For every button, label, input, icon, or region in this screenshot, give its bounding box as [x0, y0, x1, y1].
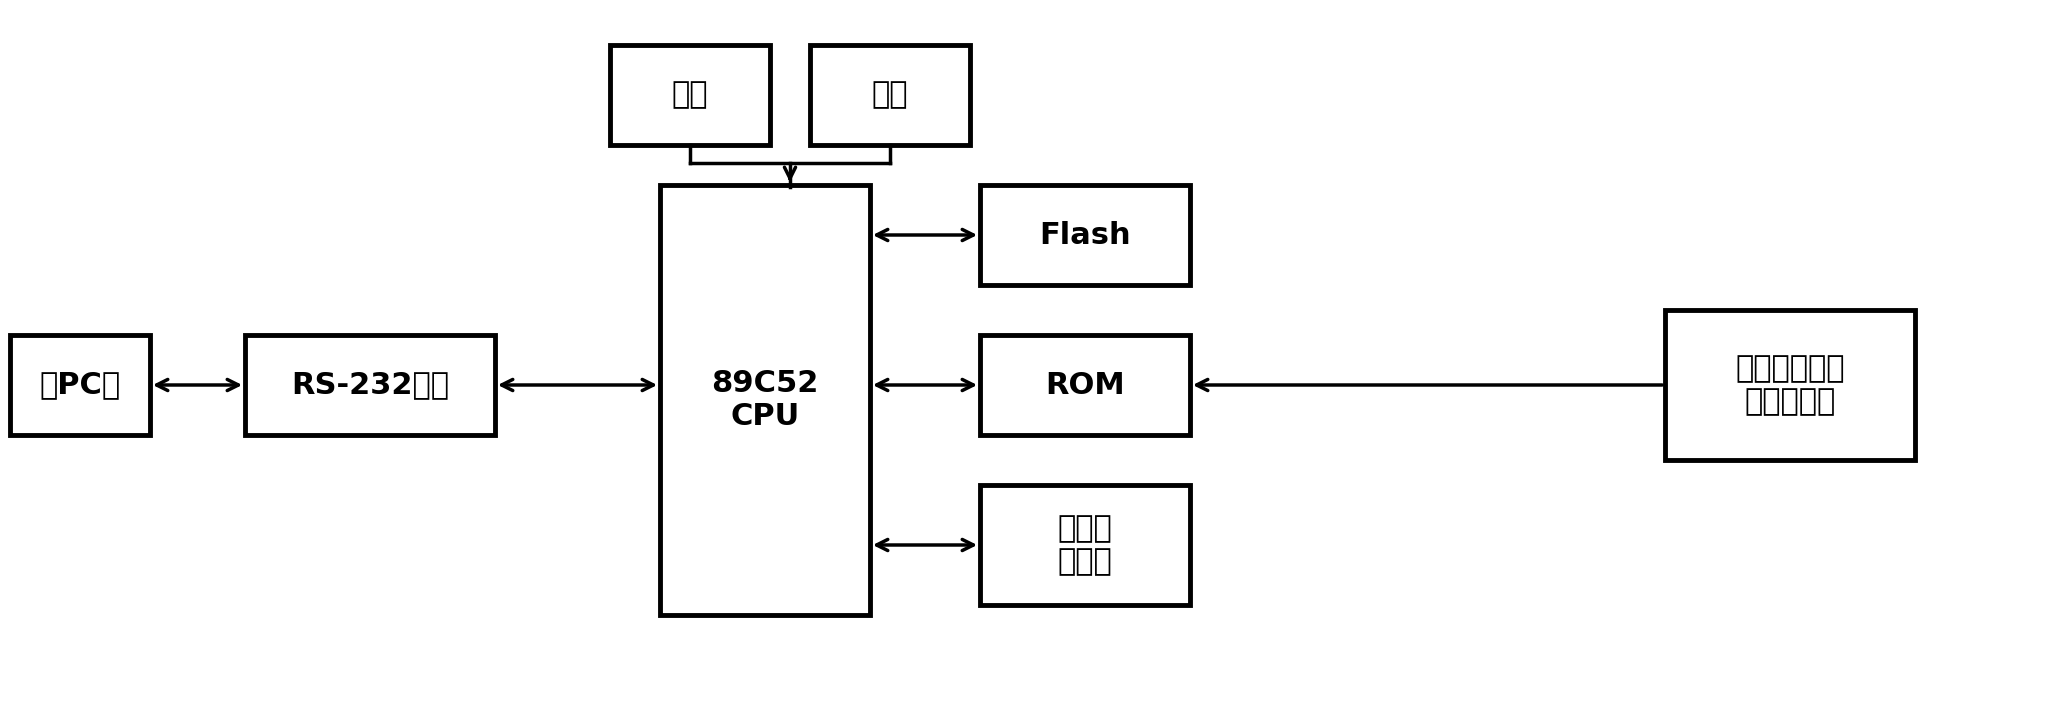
Text: 同步接
口电路: 同步接 口电路 [1057, 514, 1113, 576]
Bar [610, 45, 770, 145]
Text: Flash: Flash [1039, 221, 1131, 249]
Bar [979, 335, 1191, 435]
Text: ROM: ROM [1045, 370, 1125, 400]
Text: 显示: 显示 [671, 80, 708, 109]
Bar [979, 485, 1191, 605]
Text: RS-232接口: RS-232接口 [292, 370, 450, 400]
Text: 至PC机: 至PC机 [39, 370, 121, 400]
Bar [1665, 310, 1915, 460]
Bar [979, 185, 1191, 285]
Bar [244, 335, 495, 435]
Bar [10, 335, 150, 435]
Bar [811, 45, 969, 145]
Text: 键盘: 键盘 [873, 80, 907, 109]
Bar [659, 185, 870, 615]
Text: 89C52
CPU: 89C52 CPU [710, 369, 819, 432]
Text: 纱线外观参数
检测控制器: 纱线外观参数 检测控制器 [1735, 354, 1846, 416]
